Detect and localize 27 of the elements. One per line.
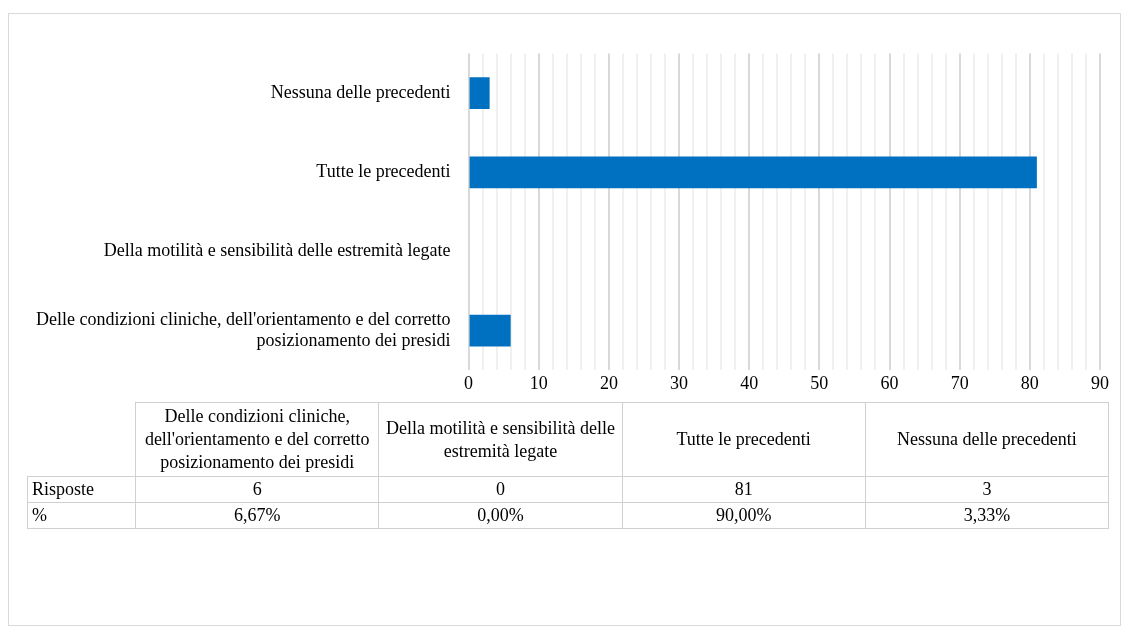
category-label: Nessuna delle precedenti <box>896 429 1077 449</box>
x-tick-label: 10 <box>529 372 548 393</box>
text: 3,33% <box>865 502 1109 529</box>
y-tick-label: Nessuna delle precedenti <box>270 81 451 102</box>
x-tick-label: 70 <box>950 372 969 393</box>
category-label: Tutte le precedenti <box>676 429 811 449</box>
text: 6,67% <box>135 502 379 529</box>
text: % <box>27 502 136 529</box>
y-tick-label: Delle condizioni cliniche, dell'orientamento e del corretto posizionamento dei presidi <box>35 308 451 351</box>
x-tick-label: 0 <box>464 372 474 393</box>
category-label: Della motilità e sensibilità delle estremità legate <box>385 417 615 461</box>
y-tick-label: Tutte le precedenti <box>316 161 451 182</box>
x-tick-label: 60 <box>880 372 899 393</box>
text: Risposte <box>27 476 136 503</box>
x-tick-label: 40 <box>740 372 759 393</box>
x-tick-label: 20 <box>599 372 618 393</box>
x-tick-label: 50 <box>810 372 829 393</box>
text: 0 <box>378 476 623 503</box>
y-tick-label: Della motilità e sensibilità delle estremità legate <box>103 240 451 261</box>
text: 81 <box>622 476 866 503</box>
text: 3 <box>865 476 1109 503</box>
x-tick-label: 30 <box>670 372 689 393</box>
text: 6 <box>135 476 379 503</box>
x-tick-label: 90 <box>1091 372 1109 393</box>
text: 0,00% <box>378 502 623 529</box>
x-tick-label: 80 <box>1020 372 1039 393</box>
text: 90,00% <box>622 502 866 529</box>
